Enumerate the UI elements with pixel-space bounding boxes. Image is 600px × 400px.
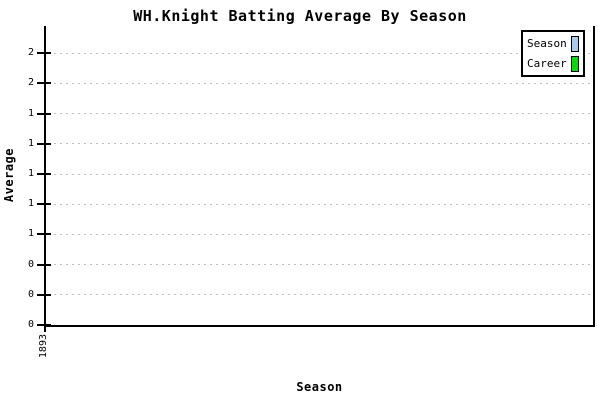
- x-tick: [44, 327, 46, 332]
- y-gridline: [48, 82, 591, 84]
- y-tick-label: 1: [27, 228, 34, 240]
- y-tick: [37, 173, 51, 175]
- y-tick-label: 1: [27, 198, 34, 210]
- y-tick-label: 0: [27, 258, 34, 270]
- y-tick-label: 0: [27, 288, 34, 300]
- y-tick: [37, 82, 51, 85]
- y-gridline: [48, 52, 591, 54]
- legend-swatch: [571, 35, 579, 52]
- y-tick: [37, 112, 51, 115]
- y-tick: [37, 142, 51, 145]
- legend-swatch: [571, 55, 579, 72]
- y-tick: [37, 233, 51, 236]
- y-gridline: [48, 203, 591, 205]
- y-gridline: [48, 233, 591, 235]
- y-gridline: [48, 294, 591, 296]
- x-axis-label: Season: [296, 380, 343, 394]
- y-tick: [37, 203, 51, 206]
- y-gridline: [48, 113, 591, 115]
- y-tick-label: 0: [27, 319, 34, 330]
- y-gridline: [48, 264, 591, 266]
- y-tick: [37, 324, 51, 326]
- y-gridline: [48, 143, 591, 145]
- y-tick-label: 2: [27, 47, 34, 59]
- legend-item-label: Season: [527, 37, 567, 50]
- y-gridline: [48, 173, 591, 175]
- x-tick-label: 1893: [38, 334, 49, 359]
- plot-area: 2 2 1 1 1 1 1 0 0 0 1893: [28, 26, 595, 358]
- legend-box: Season Career: [521, 30, 585, 77]
- chart-title: WH.Knight Batting Average By Season: [133, 7, 467, 25]
- legend-item-label: Career: [527, 57, 567, 70]
- y-tick: [37, 263, 51, 266]
- legend-item: Career: [527, 55, 579, 72]
- y-tick-label: 1: [27, 168, 34, 179]
- y-tick: [37, 52, 51, 55]
- y-tick: [37, 293, 51, 296]
- y-tick-label: 1: [27, 107, 34, 119]
- y-tick-label: 1: [27, 137, 34, 149]
- legend-item: Season: [527, 35, 579, 52]
- y-tick-label: 2: [27, 77, 34, 89]
